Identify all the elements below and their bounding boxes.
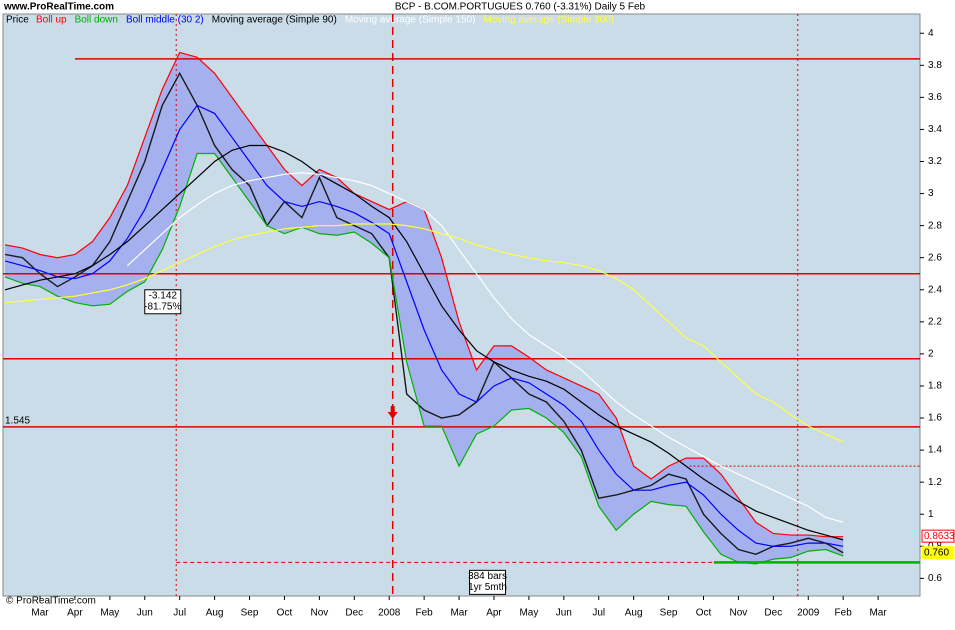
- y-tick-label: 0.6: [928, 573, 942, 584]
- y-tick-label: 3.4: [928, 124, 942, 135]
- legend-entry: Moving average (Simple 90): [212, 15, 337, 26]
- indicator-line: [4, 104, 844, 547]
- value-label: 0.760: [924, 547, 949, 558]
- x-tick-label: Aug: [206, 608, 224, 619]
- annotation-box: [144, 289, 182, 315]
- x-tick-label: Jun: [556, 608, 572, 619]
- x-tick-label: Mar: [450, 608, 468, 619]
- chart-title: BCP - B.COM.PORTUGUES 0.760 (-3.31%) Dai…: [395, 2, 646, 13]
- legend-entry: Moving average (Simple 300): [483, 15, 614, 26]
- y-tick-label: 1.8: [928, 381, 942, 392]
- indicator-line: [4, 144, 844, 541]
- y-tick-label: 3: [928, 188, 934, 199]
- price-line: [4, 71, 844, 556]
- y-tick-label: 2.4: [928, 284, 942, 295]
- x-tick-label: Dec: [764, 608, 782, 619]
- indicator-line: [4, 152, 844, 565]
- x-tick-label: Apr: [486, 608, 502, 619]
- level-label: 1.545: [5, 415, 30, 426]
- x-tick-label: Jun: [137, 608, 153, 619]
- x-tick-label: Apr: [67, 608, 83, 619]
- x-tick-label: Feb: [835, 608, 853, 619]
- x-tick-label: Oct: [696, 608, 712, 619]
- y-tick-label: 3.8: [928, 60, 942, 71]
- x-tick-label: Sep: [241, 608, 259, 619]
- indicator-line: [126, 172, 844, 523]
- x-tick-label: Sep: [660, 608, 678, 619]
- source: www.ProRealTime.com: [3, 2, 114, 13]
- x-tick-label: 2009: [797, 608, 820, 619]
- arrow: [387, 406, 398, 420]
- value-label: 0.8633: [924, 531, 955, 542]
- x-tick-label: Jul: [592, 608, 605, 619]
- y-tick-label: 3.2: [928, 156, 942, 167]
- y-tick-label: 1: [928, 509, 934, 520]
- y-tick-label: 2.6: [928, 252, 942, 263]
- y-tick-label: 1.2: [928, 477, 942, 488]
- x-tick-label: May: [519, 608, 538, 619]
- y-tick-label: 1.4: [928, 445, 942, 456]
- y-tick-label: 3.6: [928, 92, 942, 103]
- copyright: © ProRealTime.com: [6, 596, 96, 607]
- y-tick-label: 2.2: [928, 316, 942, 327]
- y-tick-label: 2: [928, 349, 934, 360]
- x-tick-label: Nov: [310, 608, 328, 619]
- indicator-line: [5, 223, 844, 443]
- x-tick-label: 2008: [378, 608, 401, 619]
- annotation-text: -81.75%: [144, 301, 181, 312]
- x-tick-label: Feb: [416, 608, 434, 619]
- annotation-text: 384 bars: [468, 571, 507, 582]
- legend-label: Price: [6, 15, 29, 26]
- y-tick-label: 1.6: [928, 413, 942, 424]
- x-tick-label: Mar: [869, 608, 887, 619]
- annotation-box: [469, 569, 507, 595]
- annotation-text: -3.142: [149, 290, 178, 301]
- y-tick-label: 2.8: [928, 220, 942, 231]
- x-tick-label: Oct: [277, 608, 293, 619]
- value-label-box: [921, 546, 955, 560]
- bollinger-band: [5, 52, 844, 564]
- x-tick-label: May: [100, 608, 119, 619]
- legend-entry: Boll middle (30 2): [126, 15, 204, 26]
- legend: Price Boll up Boll down Boll middle (30 2) M…: [6, 15, 614, 26]
- annotation-text: 1yr 5mth: [468, 582, 507, 593]
- x-tick-label: Mar: [31, 608, 49, 619]
- plot-area: [2, 13, 921, 597]
- legend-entry: Boll up: [36, 15, 67, 26]
- y-tick-label: 4: [928, 28, 934, 39]
- x-tick-label: Nov: [730, 608, 748, 619]
- value-label-box: [921, 529, 955, 543]
- x-tick-label: Dec: [345, 608, 363, 619]
- x-tick-label: Aug: [625, 608, 643, 619]
- legend-entry: Boll down: [75, 15, 118, 26]
- legend-entry: Moving average (Simple 150): [345, 15, 476, 26]
- x-tick-label: Jul: [173, 608, 186, 619]
